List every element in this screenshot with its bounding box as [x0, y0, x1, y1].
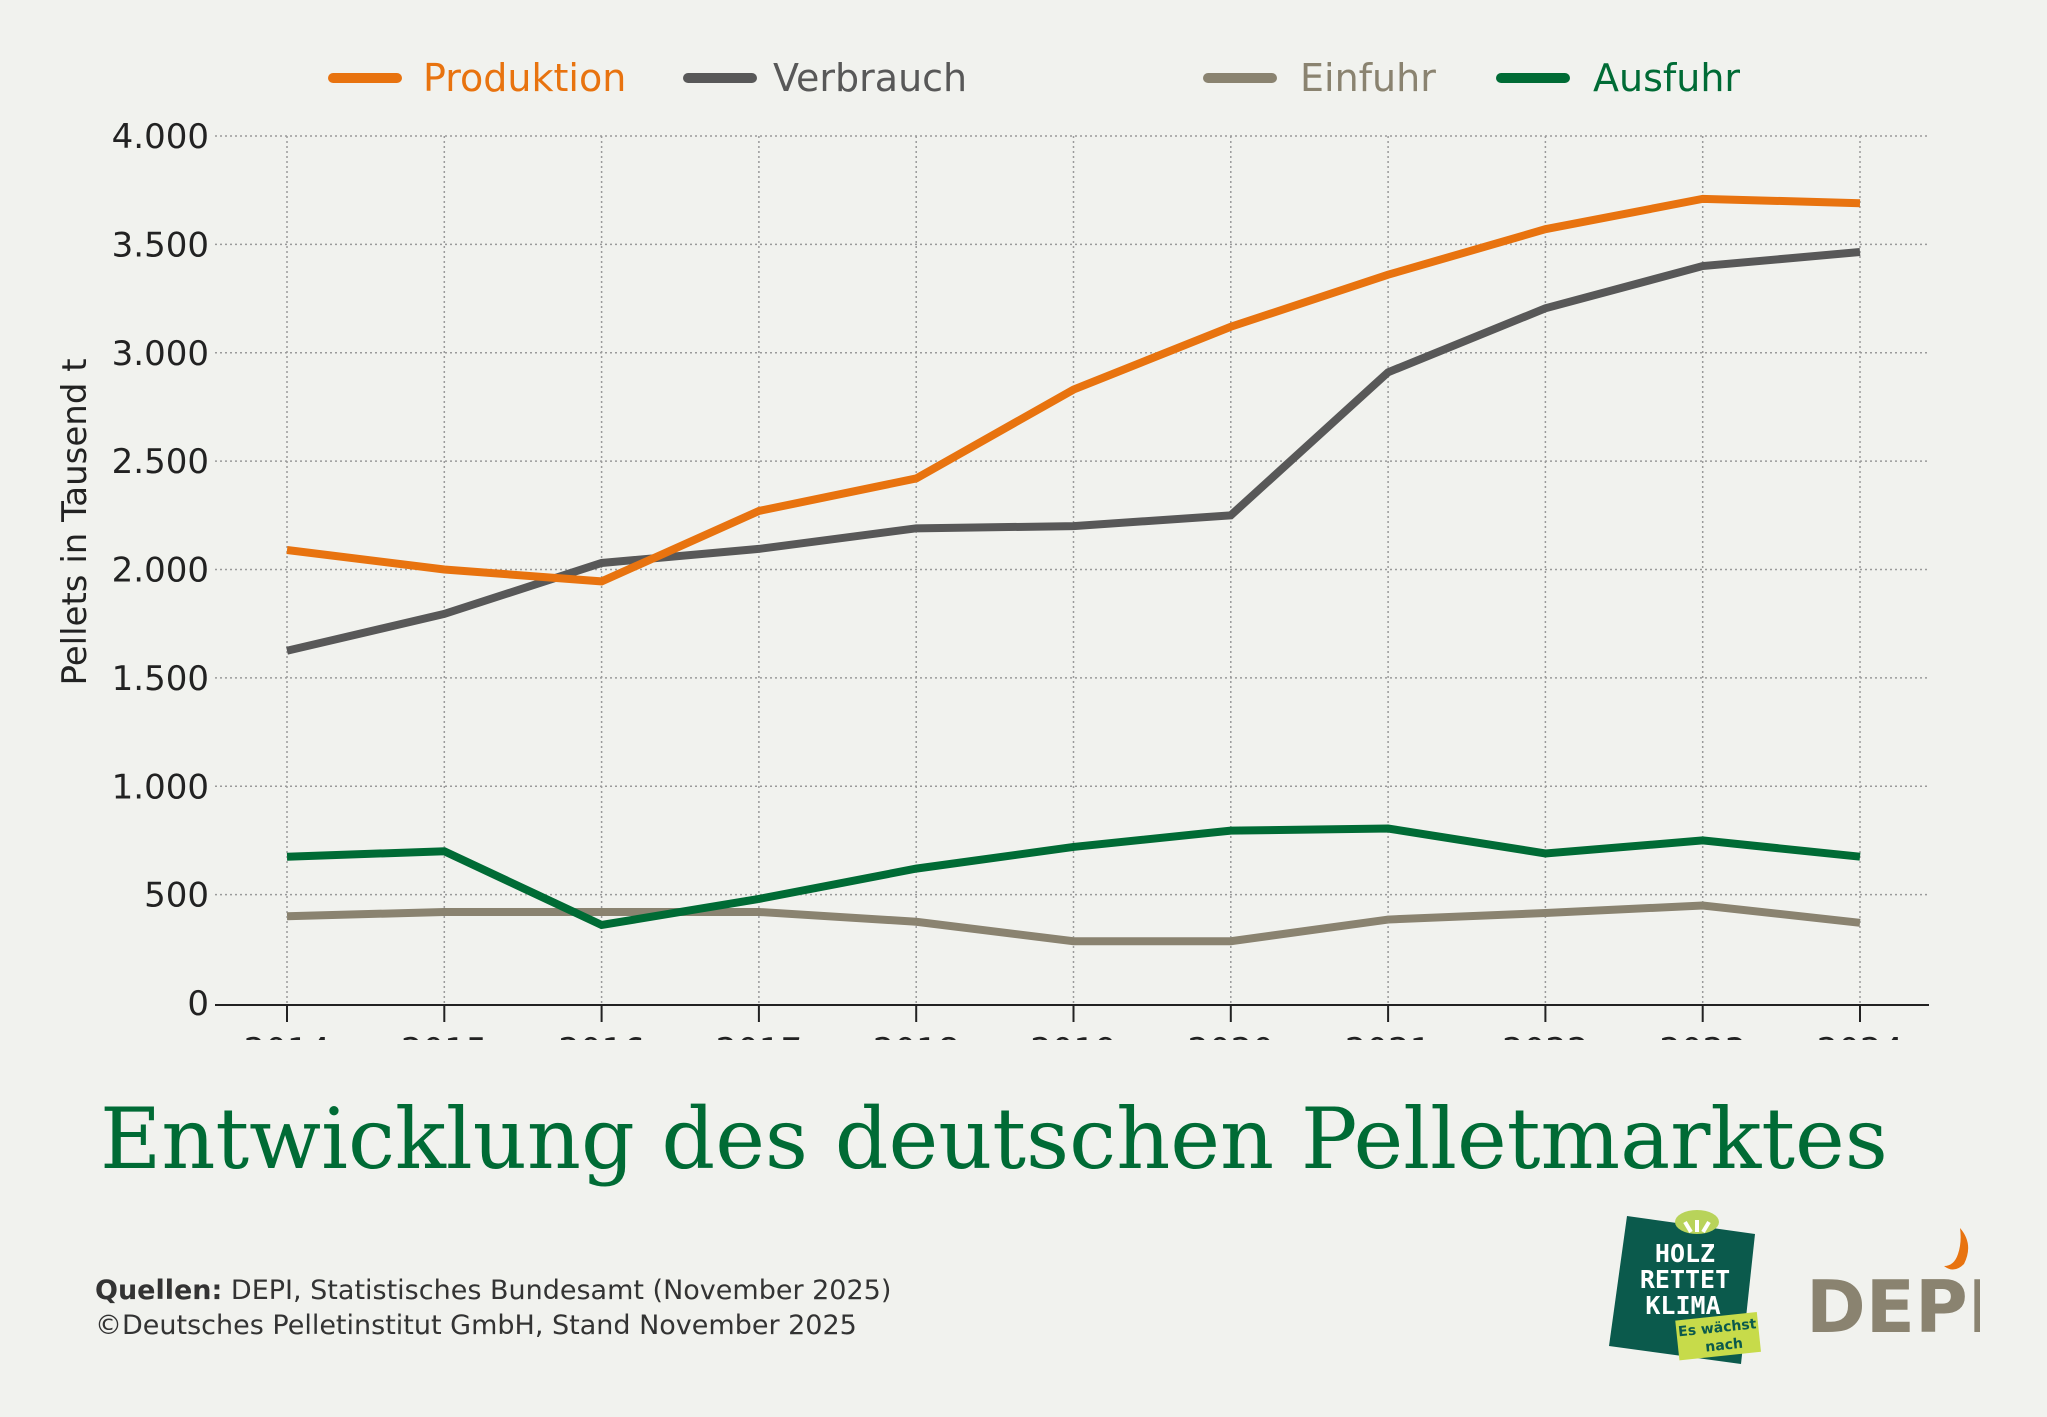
source-line: Quellen: DEPI, Statistisches Bundesamt (… — [95, 1275, 891, 1306]
x-tick-label: 2014 — [244, 1031, 331, 1040]
series-line-einfuhr — [286, 901, 1861, 946]
x-tick-label: 2017 — [716, 1031, 803, 1040]
x-tick-label: 2021 — [1345, 1031, 1432, 1040]
legend-label-einfuhr: Einfuhr — [1300, 56, 1436, 100]
legend-label-produktion: Produktion — [423, 56, 626, 100]
x-tick-label: 2018 — [873, 1031, 960, 1040]
source-text: DEPI, Statistisches Bundesamt (November … — [222, 1275, 892, 1306]
x-tick-label: 2016 — [558, 1031, 645, 1040]
y-tick-label: 1.500 — [112, 659, 209, 699]
y-axis-label: Pellets in Tausend t — [55, 358, 95, 685]
x-tick-label: 2023 — [1659, 1031, 1746, 1040]
x-tick-label: 2019 — [1030, 1031, 1117, 1040]
chart-title: Entwicklung des deutschen Pelletmarktes — [100, 1090, 1888, 1188]
svg-text:DEPI: DEPI — [1806, 1265, 1980, 1340]
copyright-line: ©Deutsches Pelletinstitut GmbH, Stand No… — [95, 1310, 857, 1341]
series-line-ausfuhr — [286, 824, 1861, 930]
svg-text:nach: nach — [1705, 1336, 1744, 1356]
series-line-produktion — [286, 194, 1861, 586]
svg-text:HOLZ: HOLZ — [1655, 1239, 1715, 1268]
y-tick-label: 500 — [144, 876, 209, 916]
line-chart: 0 500 1.000 1.500 2.000 2.500 3.000 3.500 4.000 2… — [55, 56, 1929, 1040]
x-tick-label: 2022 — [1502, 1031, 1589, 1040]
y-tick-label: 0 — [187, 984, 209, 1024]
y-tick-label: 3.500 — [112, 225, 209, 265]
y-tick-label: 2.500 — [112, 442, 209, 482]
legend-label-ausfuhr: Ausfuhr — [1593, 56, 1740, 100]
x-tick-label: 2024 — [1817, 1031, 1904, 1040]
holz-rettet-klima-logo: HOLZ RETTET KLIMA Es wächst nach — [1609, 1210, 1761, 1364]
svg-text:RETTET: RETTET — [1640, 1265, 1730, 1294]
y-tick-label: 4.000 — [112, 117, 209, 157]
depi-logo: DEPI — [1806, 1228, 1980, 1340]
y-tick-label: 3.000 — [112, 334, 209, 374]
legend-label-verbrauch: Verbrauch — [773, 56, 967, 100]
x-tick-label: 2020 — [1188, 1031, 1275, 1040]
source-label: Quellen: — [95, 1275, 223, 1306]
y-tick-label: 1.000 — [112, 767, 209, 807]
x-tick-label: 2015 — [401, 1031, 488, 1040]
svg-text:KLIMA: KLIMA — [1645, 1291, 1720, 1320]
y-tick-label: 2.000 — [112, 551, 209, 591]
